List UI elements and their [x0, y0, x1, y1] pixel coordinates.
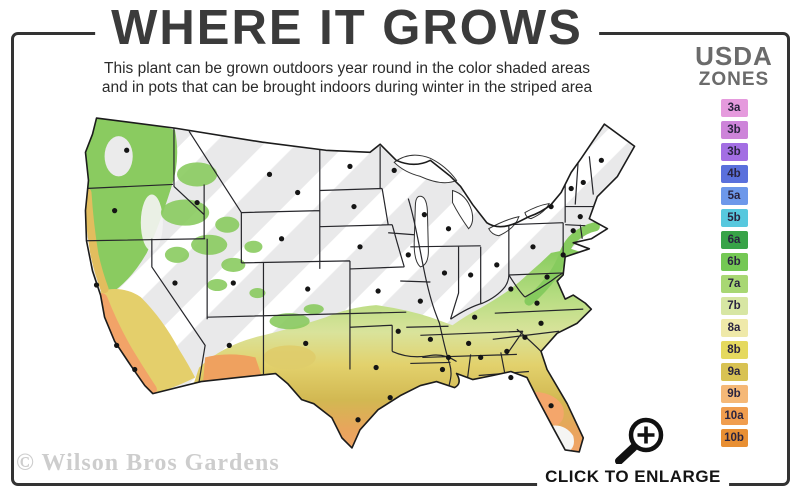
legend-zone-3b: 3b: [720, 143, 748, 161]
watermark: © Wilson Bros Gardens: [16, 450, 280, 476]
state-boundaries: [85, 128, 596, 388]
magnifier-plus-icon[interactable]: [608, 398, 678, 469]
legend-zone-9a: 9a: [720, 363, 748, 381]
subtitle-line-1: This plant can be grown outdoors year ro…: [104, 60, 590, 77]
us-outline: [84, 117, 636, 453]
legend-zone-6a: 6a: [720, 231, 748, 249]
page-title: WHERE IT GROWS: [95, 0, 599, 56]
legend-zone-10a: 10a: [720, 407, 748, 425]
legend-zone-8b: 8b: [720, 341, 748, 359]
legend-zone-6b: 6b: [720, 253, 748, 271]
click-to-enlarge-button[interactable]: CLICK TO ENLARGE: [537, 466, 729, 487]
legend-zone-8a: 8a: [720, 319, 748, 337]
legend-zone-7b: 7b: [720, 297, 748, 315]
legend-title-usda: USDA: [695, 41, 773, 71]
subtitle: This plant can be grown outdoors year ro…: [102, 59, 592, 97]
great-lakes: [393, 154, 550, 268]
legend-zone-3a: 3a: [720, 99, 748, 117]
legend-zone-3b: 3b: [720, 121, 748, 139]
legend-zone-5b: 5b: [720, 209, 748, 227]
legend-zone-4b: 4b: [720, 165, 748, 183]
legend-zone-7a: 7a: [720, 275, 748, 293]
legend-zone-list: 3a 3b 3b 4b 5a 5b 6a 6b 7a 7b 8a 8b 9a 9b 10a 10b: [686, 99, 782, 447]
legend-zone-5a: 5a: [720, 187, 748, 205]
usda-zones-legend: USDA ZONES 3a 3b 3b 4b 5a 5b 6a 6b 7a 7b 8a 8b 9a 9b 1…: [686, 42, 782, 451]
legend-zone-10b: 10b: [720, 429, 748, 447]
usda-zones-map[interactable]: [56, 104, 660, 460]
legend-zone-9b: 9b: [720, 385, 748, 403]
legend-title-zones: ZONES: [698, 69, 770, 90]
city-dots: [93, 147, 604, 423]
subtitle-line-2: and in pots that can be brought indoors …: [101, 79, 593, 96]
